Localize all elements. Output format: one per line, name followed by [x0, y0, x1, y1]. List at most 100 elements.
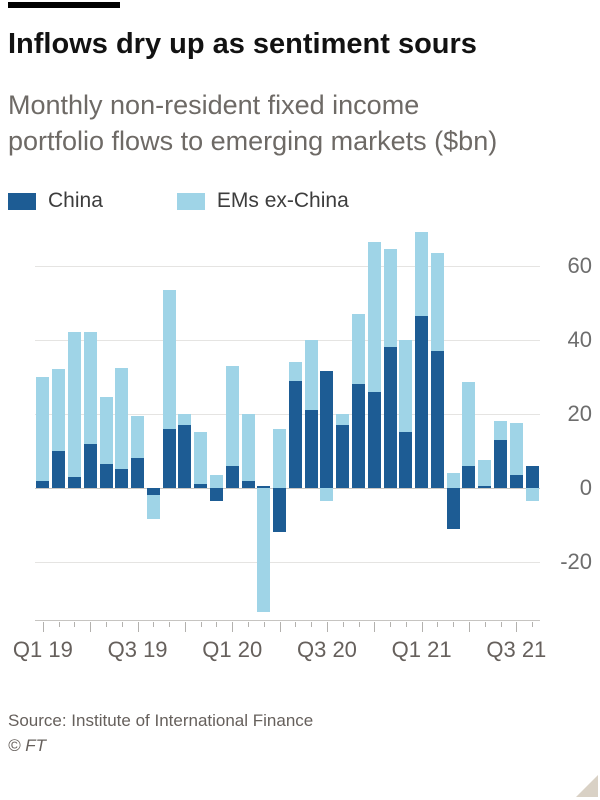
y-axis-label-40: 40: [567, 326, 592, 352]
x-tick-jul-21: [516, 622, 518, 633]
bar-jun-21-china: [494, 439, 508, 488]
bar-jun-20-ems-ex-china: [304, 339, 318, 411]
x-tick-jul-20: [326, 622, 328, 633]
bar-jul-19-china: [131, 458, 145, 488]
bar-jan-19-ems-ex-china: [36, 376, 50, 481]
bar-feb-21-ems-ex-china: [430, 252, 444, 351]
x-tick-apr-19: [90, 622, 92, 633]
gridline-60: [35, 265, 540, 267]
bar-apr-21-ems-ex-china: [462, 382, 476, 466]
x-tick-feb-19: [58, 622, 60, 628]
x-tick-oct-20: [374, 622, 376, 633]
legend-item-ems-ex-china: EMs ex-China: [176, 189, 349, 213]
x-tick-apr-20: [279, 622, 281, 633]
x-tick-jan-19: [42, 622, 44, 633]
x-axis-label-q1-20: Q1 20: [202, 637, 263, 663]
bar-feb-21-china: [430, 350, 444, 488]
ft-flag-bar: [8, 2, 120, 8]
y-axis-label--20: -20: [560, 549, 592, 575]
bar-sep-19-ems-ex-china: [162, 289, 176, 429]
bar-jun-20-china: [304, 410, 318, 488]
bar-feb-19-china: [52, 450, 66, 488]
bar-aug-19-ems-ex-china: [146, 495, 160, 520]
bar-may-19-ems-ex-china: [99, 397, 113, 464]
bar-may-20-ems-ex-china: [288, 362, 302, 381]
y-axis-label-20: 20: [567, 400, 592, 426]
chart-subtitle: Monthly non-resident fixed income portfo…: [8, 90, 498, 157]
x-tick-jan-20: [232, 622, 234, 633]
x-tick-may-21: [484, 622, 486, 628]
bar-jan-21-china: [415, 315, 429, 488]
x-tick-aug-19: [153, 622, 155, 628]
legend-swatch-china: [8, 192, 36, 210]
bar-jul-20-ems-ex-china: [320, 488, 334, 501]
bar-aug-20-china: [336, 425, 350, 488]
bar-may-21-china: [478, 486, 492, 488]
bar-mar-21-china: [446, 488, 460, 529]
legend-swatch-ems-ex-china: [176, 192, 205, 210]
bar-jan-20-china: [225, 465, 239, 488]
bar-nov-20-china: [383, 347, 397, 488]
x-tick-dec-20: [405, 622, 407, 628]
x-tick-aug-21: [532, 622, 534, 628]
legend-label-china: China: [48, 189, 103, 213]
x-tick-feb-20: [248, 622, 250, 628]
bar-dec-20-ems-ex-china: [399, 339, 413, 433]
x-tick-may-19: [106, 622, 108, 628]
x-axis-label-q3-21: Q3 21: [486, 637, 547, 663]
bar-jun-21-ems-ex-china: [494, 421, 508, 440]
x-tick-mar-21: [453, 622, 455, 628]
copyright-note: © FT: [8, 736, 47, 756]
bar-dec-20-china: [399, 432, 413, 488]
x-tick-jun-19: [121, 622, 123, 628]
bar-jan-19-china: [36, 480, 50, 488]
bar-jul-21-china: [509, 475, 523, 488]
bar-aug-21-ems-ex-china: [525, 488, 539, 501]
bar-jul-20-china: [320, 371, 334, 488]
legend-item-china: China: [8, 189, 103, 213]
bar-sep-19-china: [162, 428, 176, 488]
x-tick-nov-20: [390, 622, 392, 628]
x-tick-apr-21: [468, 622, 470, 633]
bar-oct-20-ems-ex-china: [367, 241, 381, 392]
bar-feb-19-ems-ex-china: [52, 369, 66, 451]
bar-aug-19-china: [146, 488, 160, 496]
x-axis-label-q1-19: Q1 19: [12, 637, 73, 663]
bar-jan-21-ems-ex-china: [415, 232, 429, 316]
gridline-40: [35, 339, 540, 341]
bar-jun-19-ems-ex-china: [115, 367, 129, 470]
bar-feb-20-ems-ex-china: [241, 413, 255, 481]
bar-feb-20-china: [241, 480, 255, 488]
gridline-20: [35, 413, 540, 415]
bar-nov-19-china: [194, 484, 208, 488]
x-tick-may-20: [295, 622, 297, 628]
bar-mar-21-ems-ex-china: [446, 473, 460, 488]
bar-mar-20-china: [257, 486, 271, 488]
chart-area: 60 40 20 0 -20 Q1 19 Q3 19 Q1 20 Q3 20 Q1 21 Q3 21: [8, 221, 592, 667]
bar-oct-19-ems-ex-china: [178, 413, 192, 426]
x-tick-mar-20: [263, 622, 265, 628]
bar-may-21-ems-ex-china: [478, 460, 492, 487]
x-tick-dec-19: [216, 622, 218, 628]
bar-sep-20-china: [352, 384, 366, 488]
bar-may-19-china: [99, 463, 113, 488]
x-tick-jan-21: [421, 622, 423, 633]
y-axis-label-60: 60: [567, 252, 592, 278]
bar-jul-21-ems-ex-china: [509, 423, 523, 476]
bar-dec-19-china: [209, 488, 223, 501]
gridline-0: [35, 488, 540, 489]
bar-nov-19-ems-ex-china: [194, 432, 208, 485]
source-note: Source: Institute of International Finan…: [8, 711, 314, 731]
x-tick-jul-19: [137, 622, 139, 633]
y-axis-label-0: 0: [579, 475, 592, 500]
x-tick-nov-19: [200, 622, 202, 628]
x-tick-sep-19: [169, 622, 171, 628]
bar-mar-20-ems-ex-china: [257, 488, 271, 613]
bar-apr-20-ems-ex-china: [273, 428, 287, 488]
bar-apr-21-china: [462, 465, 476, 488]
x-tick-jun-21: [500, 622, 502, 628]
bar-mar-19-ems-ex-china: [67, 332, 81, 477]
gridline--20: [35, 562, 540, 564]
plot-area: [35, 221, 540, 622]
